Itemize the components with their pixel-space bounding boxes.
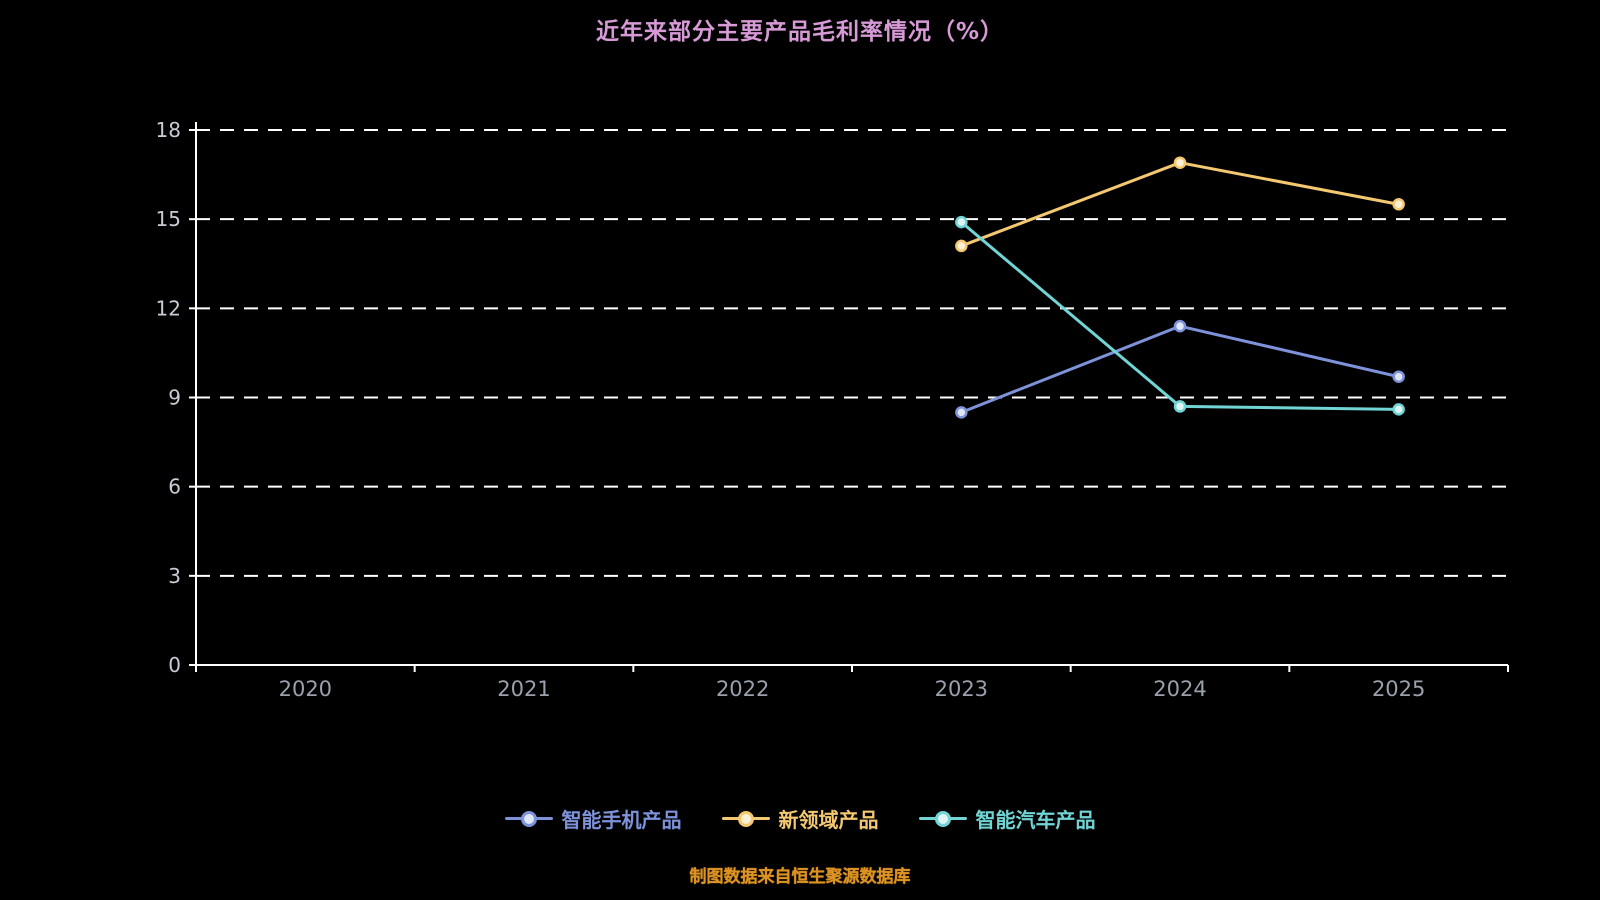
data-point-smartphone-products <box>1392 370 1405 383</box>
data-point-smartphone-products <box>1173 319 1187 333</box>
y-axis-label: 3 <box>168 564 181 588</box>
legend-item-new-field-products[interactable]: 新领域产品 <box>721 804 879 833</box>
legend-item-smart-vehicle-products[interactable]: 智能汽车产品 <box>918 804 1096 833</box>
x-axis-label: 2024 <box>1153 677 1206 701</box>
y-axis-label: 12 <box>156 296 181 320</box>
chart-legend: 智能手机产品 新领域产品 智能汽车产品 <box>0 804 1600 833</box>
data-point-smart-vehicle-products <box>1173 400 1187 413</box>
legend-line-circle-icon <box>721 810 770 827</box>
y-axis-label: 0 <box>168 653 181 677</box>
y-axis-label: 15 <box>156 207 181 231</box>
y-axis-label: 9 <box>168 386 181 410</box>
data-point-new-field-products <box>955 239 968 253</box>
legend-line-circle-icon <box>504 810 553 827</box>
y-axis-label: 18 <box>156 118 181 142</box>
data-point-smart-vehicle-products <box>955 215 968 229</box>
series-line-smartphone-products <box>959 324 1401 414</box>
legend-line-circle-icon <box>918 810 967 827</box>
x-axis-label: 2022 <box>716 677 769 701</box>
legend-item-smartphone-products[interactable]: 智能手机产品 <box>504 804 682 833</box>
data-point-smart-vehicle-products <box>1392 403 1405 416</box>
legend-label: 智能手机产品 <box>561 808 682 832</box>
x-axis-label: 2025 <box>1372 677 1425 701</box>
data-point-smartphone-products <box>955 406 968 419</box>
x-axis-label: 2020 <box>279 677 332 701</box>
data-point-new-field-products <box>1392 198 1405 211</box>
legend-label: 新领域产品 <box>778 808 879 832</box>
legend-label: 智能汽车产品 <box>975 808 1096 832</box>
data-source-note: 制图数据来自恒生聚源数据库 <box>689 867 911 887</box>
x-axis-label: 2021 <box>497 677 550 701</box>
y-axis-label: 6 <box>168 475 181 499</box>
data-point-new-field-products <box>1173 156 1187 169</box>
series-line-smart-vehicle-products <box>959 220 1401 411</box>
series-line-new-field-products <box>959 161 1401 248</box>
x-axis-label: 2023 <box>935 677 988 701</box>
chart-title: 近年来部分主要产品毛利率情况（%） <box>595 19 1005 45</box>
